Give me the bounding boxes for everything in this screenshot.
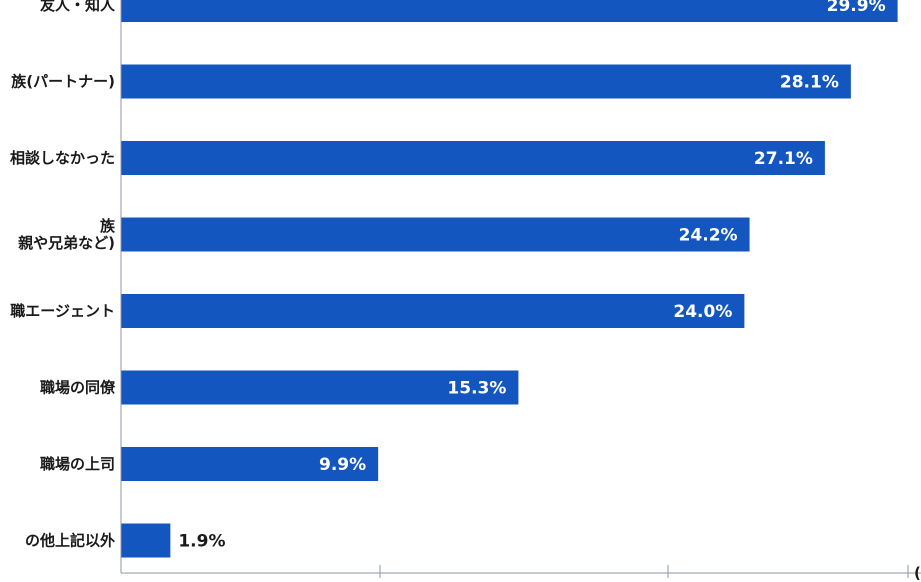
category-label-1: 族(パートナー) [11,73,115,91]
value-label-6: 9.9% [319,455,366,475]
bar-4 [121,294,745,328]
value-label-5: 15.3% [447,379,506,399]
bar-6 [121,447,379,481]
bar-1 [121,64,851,99]
bars-group [121,0,898,558]
value-labels-group: 29.9% 28.1% 27.1% 24.2% 24.0% 15.3% 9.9% 1.9% [178,0,885,552]
category-label-4: 職エージェント [10,302,115,320]
value-label-2: 27.1% [754,149,813,169]
category-label-3: 族親や兄弟など) [18,217,116,252]
value-label-4: 24.0% [673,302,732,322]
category-label-6: 職場の上司 [40,455,115,473]
category-label-7: の他上記以外 [25,532,115,550]
value-label-7: 1.9% [178,532,225,552]
bar-3 [121,217,750,252]
bar-0 [121,0,898,22]
category-label-2: 相談しなかった [10,149,115,167]
x-axis-edge-label: ( [914,564,921,582]
category-label-0: 友人・知人 [40,0,116,14]
bar-2 [121,141,825,175]
bar-7 [121,523,171,558]
category-label-5: 職場の同僚 [40,379,116,397]
value-label-1: 28.1% [780,73,839,93]
value-label-0: 29.9% [827,0,886,16]
value-label-3: 24.2% [679,226,738,246]
bar-5 [121,370,519,405]
